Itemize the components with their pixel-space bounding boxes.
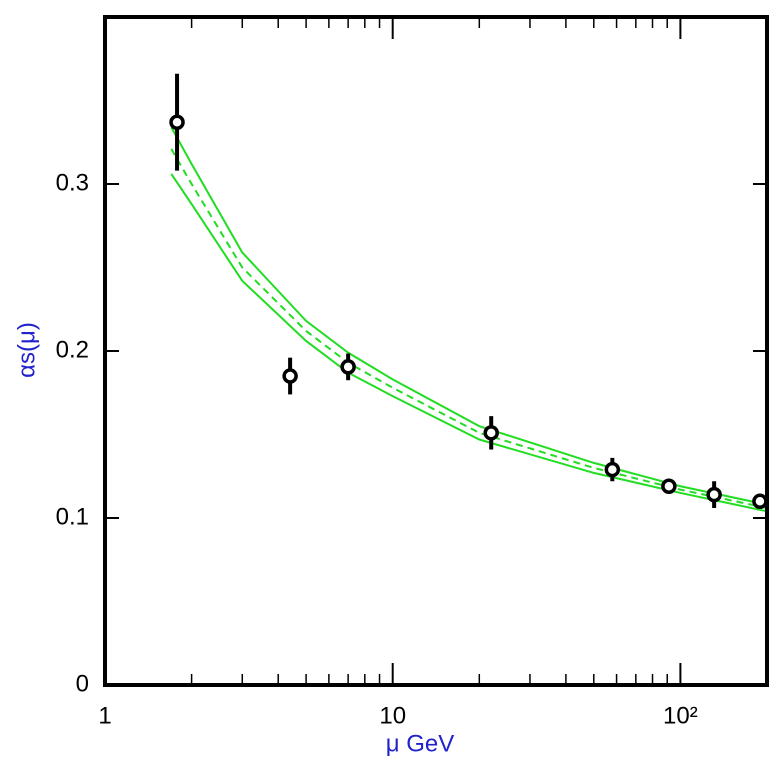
y-tick-label: 0.2 [56, 336, 89, 363]
x-tick-label: 1 [98, 702, 111, 729]
y-tick-label: 0.3 [56, 169, 89, 196]
data-point [169, 114, 185, 130]
x-tick-label: 10 [379, 702, 406, 729]
data-point [483, 425, 499, 441]
curve [170, 173, 767, 513]
data-point [706, 486, 722, 503]
plot-frame [103, 15, 769, 687]
curve [170, 126, 767, 506]
y-tick-label: 0.1 [56, 503, 89, 530]
x-tick-label: 10² [663, 702, 698, 729]
data-point [661, 478, 677, 495]
x-axis-label: μ GeV [386, 730, 455, 757]
y-axis-label: αs(μ) [13, 322, 40, 378]
y-tick-label: 0 [76, 670, 89, 697]
data-point [340, 359, 356, 375]
curve [170, 148, 767, 509]
data-point [752, 493, 768, 510]
data-point [604, 461, 621, 478]
data-point [282, 368, 298, 384]
